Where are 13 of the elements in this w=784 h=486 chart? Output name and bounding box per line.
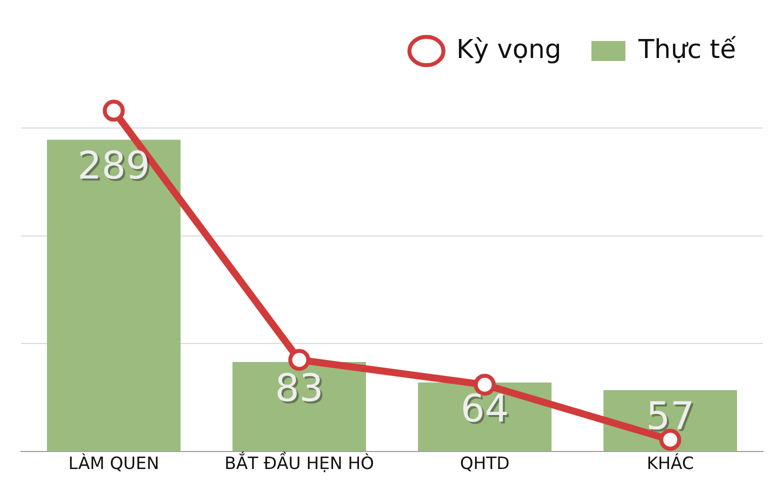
data-label: 64: [460, 386, 509, 430]
point: [102, 100, 125, 122]
x-tick-label: LÀM QUEN: [68, 453, 160, 474]
x-tick-label: QHTD: [460, 454, 510, 474]
x-tick-label: BẮT ĐẦU HẸN HÒ: [224, 451, 374, 474]
data-label: 83: [275, 366, 324, 410]
data-label: 57: [646, 394, 694, 438]
bar: [46, 140, 181, 452]
x-tick-label: KHÁC: [646, 453, 694, 474]
legend-label: Kỳ vọng: [456, 34, 562, 65]
data-label: 289: [77, 144, 150, 188]
point: [288, 348, 310, 371]
legend-label: Thực tế: [637, 34, 736, 65]
